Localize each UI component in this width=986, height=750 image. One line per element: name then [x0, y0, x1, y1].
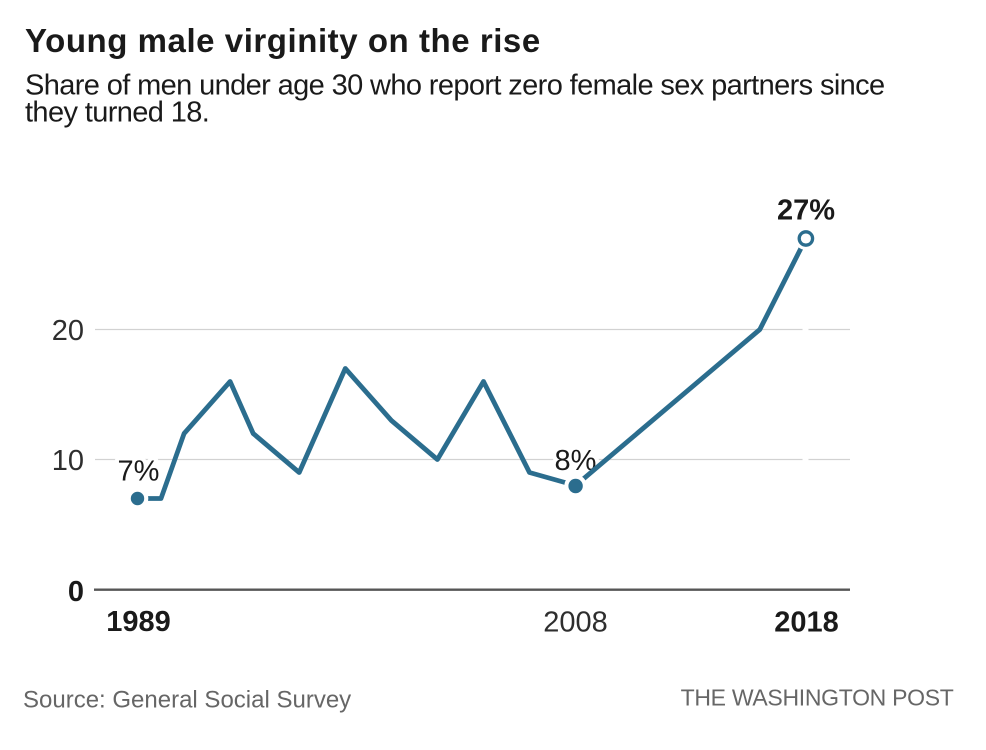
svg-text:1989: 1989: [106, 606, 171, 638]
svg-text:they turned 18.: they turned 18.: [25, 97, 209, 129]
svg-text:10: 10: [52, 445, 84, 477]
svg-text:0: 0: [68, 576, 84, 608]
svg-text:Share of men under age 30 who: Share of men under age 30 who report zer…: [25, 70, 885, 102]
svg-text:Young male virginity on the ri: Young male virginity on the rise: [25, 22, 541, 59]
svg-text:Source: General Social Survey: Source: General Social Survey: [23, 686, 351, 713]
svg-text:2008: 2008: [543, 607, 608, 639]
svg-text:2018: 2018: [774, 607, 839, 639]
svg-text:27%: 27%: [777, 195, 835, 227]
svg-text:7%: 7%: [118, 456, 160, 488]
svg-text:THE WASHINGTON POST: THE WASHINGTON POST: [681, 685, 954, 711]
svg-text:20: 20: [52, 315, 84, 347]
